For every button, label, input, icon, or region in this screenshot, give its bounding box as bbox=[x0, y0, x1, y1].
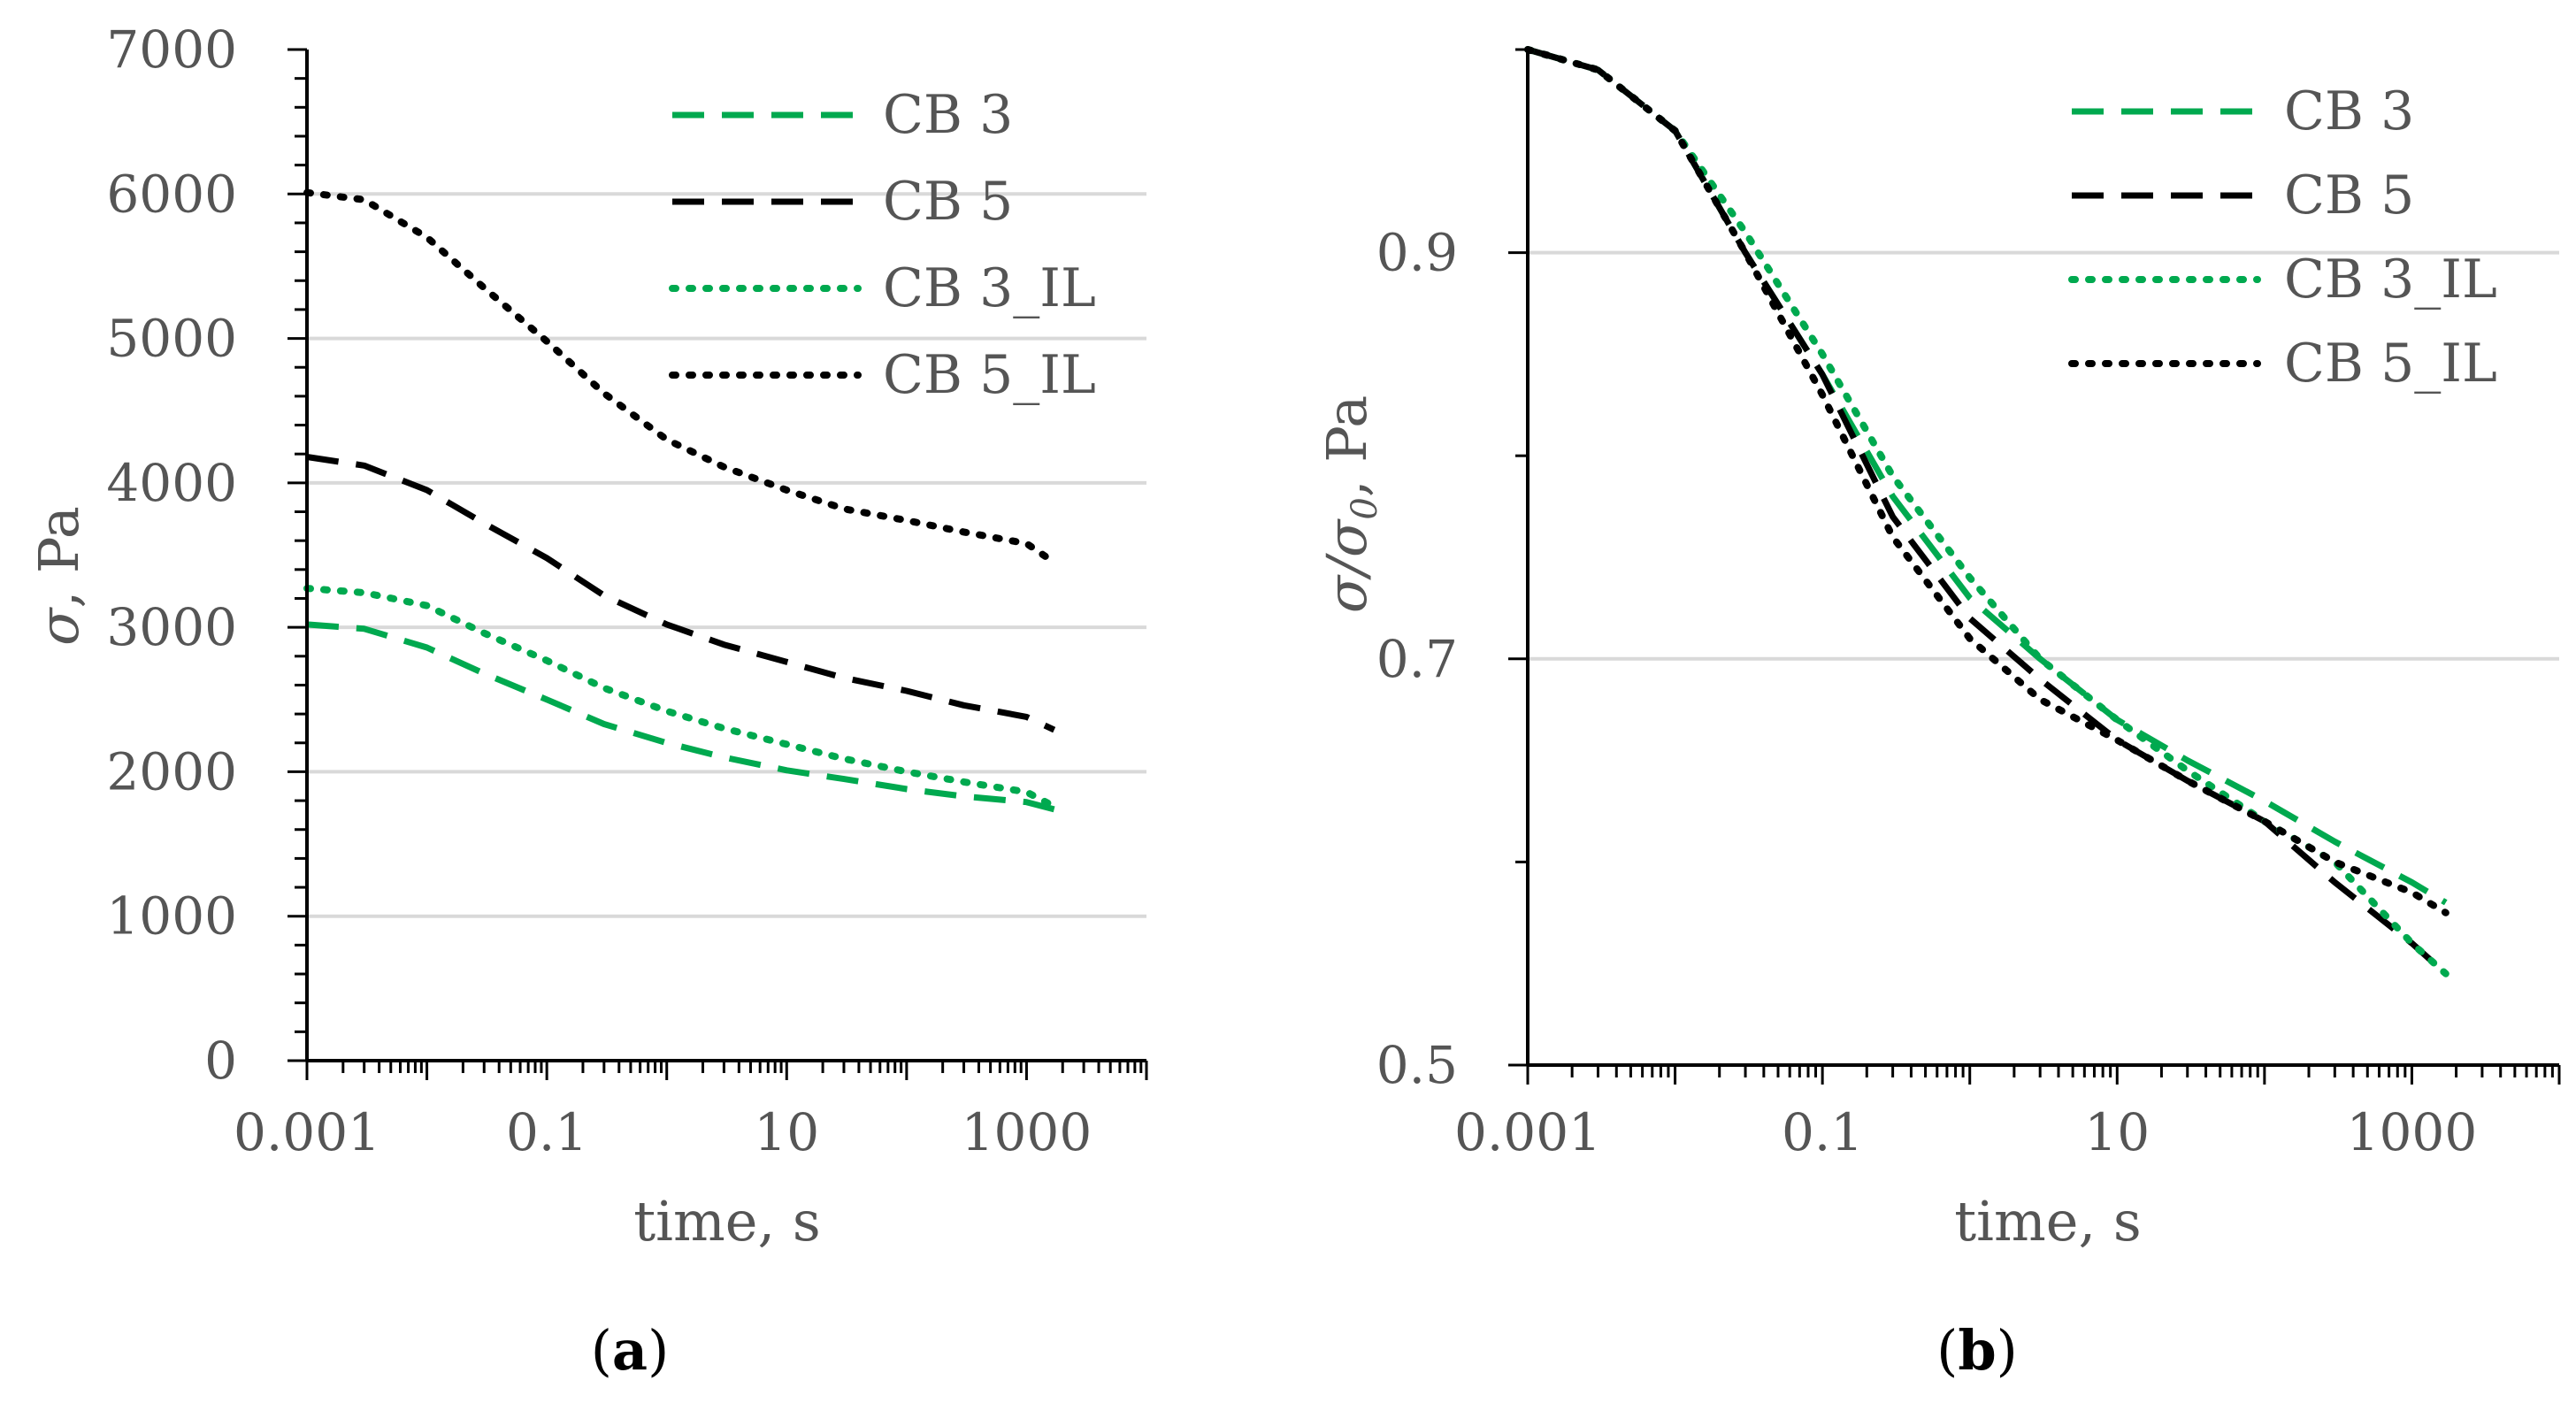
panel-b-series bbox=[1524, 46, 2450, 978]
series-line-b-cb-5-il bbox=[1524, 46, 2450, 916]
panel-b-caption: (b) bbox=[1936, 1318, 2018, 1383]
y-tick-label: 4000 bbox=[106, 453, 237, 513]
panel-b-y-axis-symbol: σ/σ bbox=[1315, 518, 1379, 613]
x-tick-label: 1000 bbox=[2347, 1102, 2478, 1162]
x-tick-label: 0.001 bbox=[234, 1102, 380, 1162]
x-tick-label: 10 bbox=[2084, 1102, 2150, 1162]
legend-label: CB 3_IL bbox=[2284, 249, 2497, 310]
y-tick-label: 0 bbox=[204, 1031, 237, 1091]
y-tick-label: 0.5 bbox=[1376, 1035, 1458, 1095]
panel-b-x-axis-title: time, s bbox=[1954, 1189, 2141, 1254]
series-line-b-cb-3 bbox=[1527, 46, 2448, 906]
panel-a-y-axis-symbol: σ bbox=[27, 607, 91, 646]
panel-a-series bbox=[303, 188, 1058, 813]
series-line-a-cb-5-il bbox=[303, 188, 1058, 566]
legend-label: CB 3 bbox=[883, 84, 1013, 146]
panel-a-gridlines bbox=[307, 192, 1146, 918]
y-tick-label: 0.9 bbox=[1376, 223, 1458, 283]
panel-b-gridlines bbox=[1528, 250, 2559, 661]
legend-label: CB 3_IL bbox=[883, 257, 1096, 319]
panel-a-caption: (a) bbox=[591, 1318, 670, 1383]
y-tick-label: 5000 bbox=[106, 309, 237, 369]
panel-b-legend: CB 3 CB 5 CB 3_IL CB 5_IL bbox=[2068, 80, 2497, 395]
y-tick-label: 6000 bbox=[106, 164, 237, 224]
panel-a-y-axis-title: σ, Pa bbox=[27, 506, 91, 646]
x-tick-label: 0.001 bbox=[1454, 1102, 1601, 1162]
legend-label: CB 5 bbox=[883, 171, 1013, 233]
x-tick-label: 1000 bbox=[962, 1102, 1092, 1162]
panel-a-axes bbox=[288, 48, 1148, 1080]
panel-a-x-axis-title: time, s bbox=[633, 1189, 820, 1254]
legend-label: CB 5_IL bbox=[2284, 333, 2497, 395]
panel-a-chart: 0.001 0.1 10 1000 0 1000 2000 3000 4000 5000 6000 7… bbox=[27, 19, 1148, 1383]
y-tick-label: 0.7 bbox=[1376, 629, 1458, 689]
legend-label: CB 5 bbox=[2284, 165, 2414, 226]
x-tick-label: 0.1 bbox=[506, 1102, 587, 1162]
panel-b-y-axis-title: σ/σ0, Pa bbox=[1315, 395, 1385, 613]
panel-a-y-axis-unit: , Pa bbox=[27, 506, 91, 608]
x-tick-label: 0.1 bbox=[1782, 1102, 1863, 1162]
legend-label: CB 3 bbox=[2284, 80, 2414, 142]
y-tick-label: 7000 bbox=[106, 19, 237, 80]
x-tick-label: 10 bbox=[754, 1102, 819, 1162]
y-tick-label: 2000 bbox=[106, 741, 237, 801]
panel-a-legend: CB 3 CB 5 CB 3_IL CB 5_IL bbox=[669, 84, 1096, 406]
panel-b-axes bbox=[1508, 48, 2561, 1085]
series-line-a-cb-3-il bbox=[303, 585, 1058, 810]
y-tick-label: 1000 bbox=[106, 886, 237, 947]
series-line-a-cb-5 bbox=[306, 454, 1056, 733]
series-line-a-cb-3 bbox=[306, 621, 1055, 813]
panel-a-tick-labels: 0.001 0.1 10 1000 0 1000 2000 3000 4000 5000 6000 7… bbox=[106, 19, 1092, 1162]
panel-b-y-axis-unit: , Pa bbox=[1315, 395, 1379, 497]
y-tick-label: 3000 bbox=[106, 597, 237, 657]
panel-b-y-axis-subscript: 0 bbox=[1345, 497, 1385, 519]
legend-label: CB 5_IL bbox=[883, 344, 1096, 406]
panel-b-tick-labels: 0.001 0.1 10 1000 0.5 0.7 0.9 bbox=[1376, 223, 2477, 1162]
